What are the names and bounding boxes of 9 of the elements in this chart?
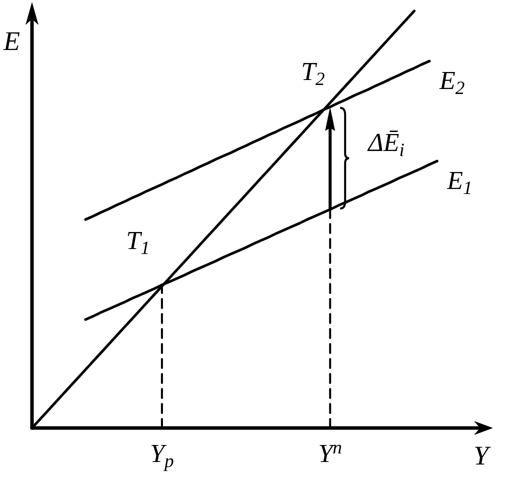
annotation: T$_{2}$ [301,57,325,90]
x-axis-title: Y [473,440,492,470]
series-label: E$_{2}$ [439,66,465,100]
x-tick-label: Y$^{n}$ [318,438,342,468]
x-tick-label: Y$_{p}$ [150,439,174,472]
series-label: E$_{1}$ [447,166,472,200]
annotation: T$_{1}$ [126,226,150,260]
annotation: ΔĒ$_{i}$ [368,128,404,162]
y-axis-title: E [2,26,20,56]
